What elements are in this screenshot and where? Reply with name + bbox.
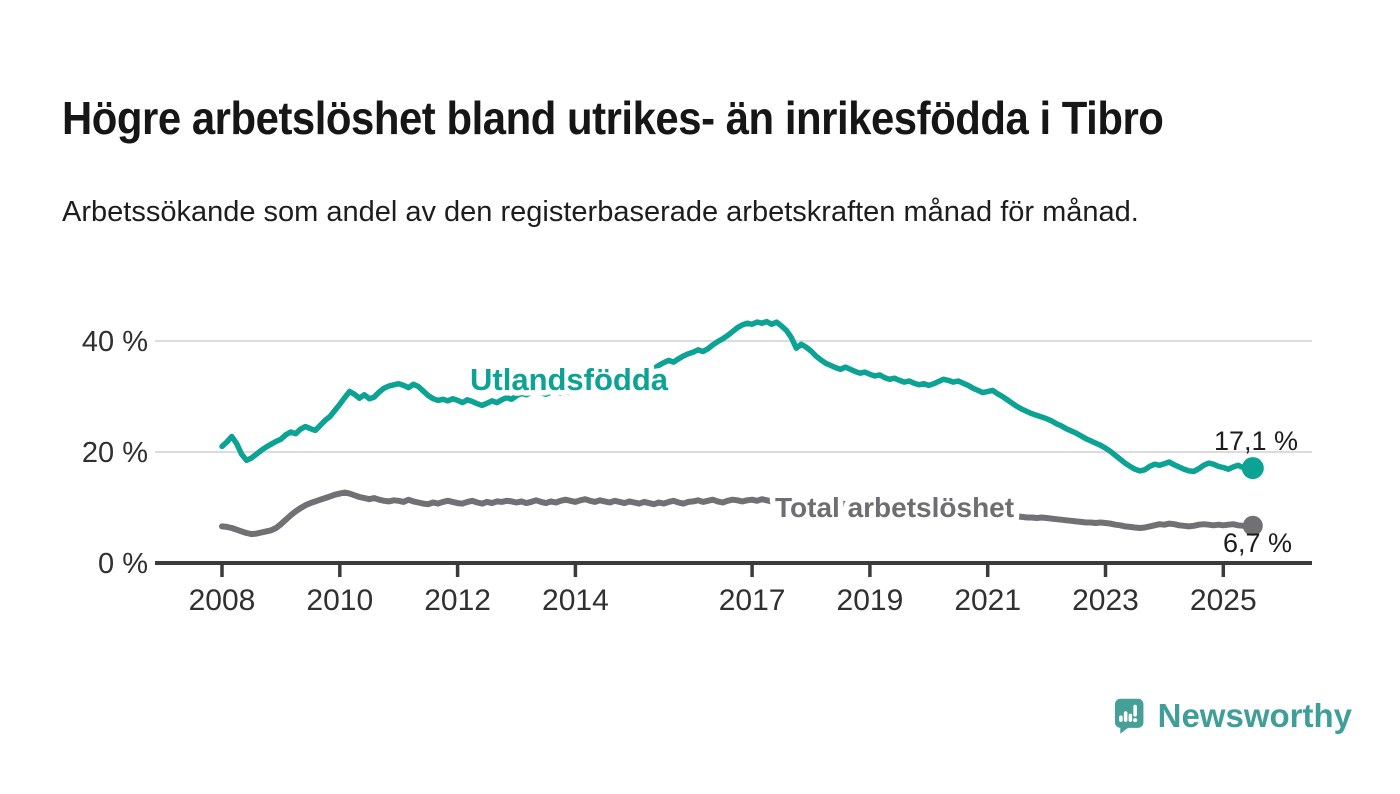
y-tick-label-20: 20 % xyxy=(82,437,148,469)
series-line-total xyxy=(219,489,1256,538)
end-dot-total xyxy=(1242,515,1263,536)
series-line-utlandsfodda xyxy=(219,318,1256,475)
x-tick-label-2012: 2012 xyxy=(424,584,491,617)
series-label-utlandsfodda: Utlandsfödda xyxy=(470,362,669,397)
end-dot-utlandsfodda xyxy=(1241,457,1264,480)
end-value-label-total: 6,7 % xyxy=(1223,528,1292,558)
x-tick-label-2019: 2019 xyxy=(837,584,904,617)
end-value-label-utlandsfodda: 17,1 % xyxy=(1214,426,1298,456)
x-tick-label-2021: 2021 xyxy=(954,584,1021,617)
x-tick-label-2017: 2017 xyxy=(719,584,786,617)
line-chart-canvas: Total arbetslöshet Utlandsfödda 6,7 % 17,1 … xyxy=(82,318,1312,617)
newsworthy-wordmark: Newsworthy xyxy=(1157,697,1352,734)
x-tick-label-2010: 2010 xyxy=(306,584,373,617)
series-label-total: Total arbetslöshet xyxy=(775,492,1014,523)
x-tick-label-2025: 2025 xyxy=(1190,584,1257,617)
newsworthy-logo: Newsworthy xyxy=(1112,684,1352,748)
y-tick-label-0: 0 % xyxy=(98,548,148,580)
x-tick-label-2023: 2023 xyxy=(1072,584,1139,617)
line-chart: Total arbetslöshet Utlandsfödda 6,7 % 17,1 … xyxy=(0,280,1400,630)
x-tick-label-2008: 2008 xyxy=(189,584,256,617)
page-title: Högre arbetslöshet bland utrikes- än inr… xyxy=(62,91,1164,144)
y-tick-label-40: 40 % xyxy=(82,326,148,358)
chart-subtitle: Arbetssökande som andel av den registerb… xyxy=(62,196,1139,228)
x-tick-label-2014: 2014 xyxy=(542,584,609,617)
newsworthy-logo-icon xyxy=(1114,698,1144,734)
